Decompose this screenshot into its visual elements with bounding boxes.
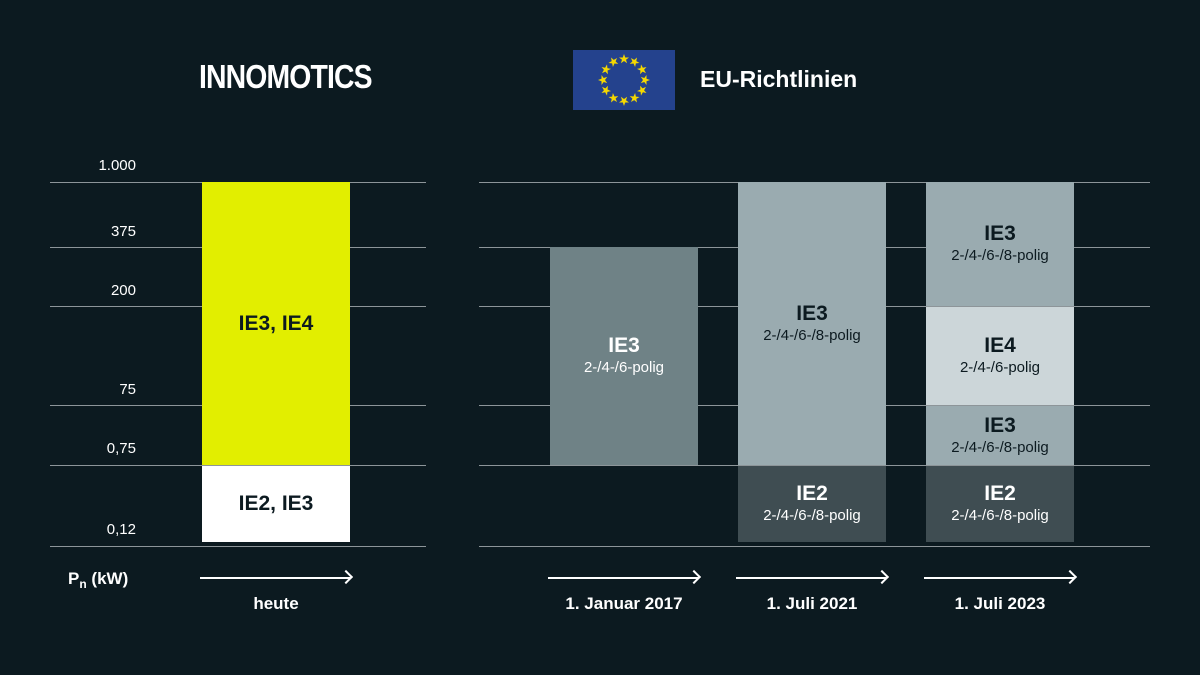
- bar-main-label: IE3: [608, 334, 640, 357]
- innomotics-logo: INNOMOTICS: [199, 58, 373, 95]
- bar-main-label: IE4: [984, 334, 1016, 357]
- arrow-right-icon: [924, 577, 1074, 579]
- period-label-2021: 1. Juli 2021: [766, 594, 858, 613]
- bar-2023-ie4: IE4 2-/4-/6-polig: [926, 307, 1074, 405]
- arrow-right-icon: [736, 577, 886, 579]
- y-label-0-12: 0,12: [106, 521, 136, 538]
- y-label-1000: 1.000: [98, 157, 136, 174]
- bar-main-label: IE3: [796, 301, 828, 325]
- y-label-0-75: 0,75: [106, 440, 136, 457]
- gridline: [479, 465, 1150, 466]
- gridline: [50, 546, 426, 547]
- arrow-right-icon: [200, 577, 350, 579]
- bar-2021-ie2: IE2 2-/4-/6-/8-polig: [738, 466, 886, 542]
- bar-sub-label: 2-/4-/6-/8-polig: [763, 507, 861, 524]
- y-label-200: 200: [110, 282, 136, 299]
- gridline: [479, 546, 1150, 547]
- bar-main-label: IE2, IE3: [238, 492, 314, 515]
- bar-heute-ie2-ie3: IE2, IE3: [202, 466, 350, 542]
- bar-heute-ie3-ie4: IE3, IE4: [202, 182, 350, 465]
- bar-sub-label: 2-/4-/6-/8-polig: [951, 247, 1049, 264]
- gridline: [50, 465, 426, 466]
- eu-flag-icon: [573, 50, 675, 110]
- bar-2023-ie3-lower: IE3 2-/4-/6-/8-polig: [926, 406, 1074, 465]
- period-label-heute: heute: [253, 594, 299, 613]
- bar-sub-label: 2-/4-/6-/8-polig: [951, 438, 1049, 456]
- bar-main-label: IE3, IE4: [238, 311, 314, 335]
- bar-2021-ie3: IE3 2-/4-/6-/8-polig: [738, 182, 886, 465]
- period-label-2023: 1. Juli 2023: [954, 594, 1046, 613]
- bar-sub-label: 2-/4-/6-polig: [959, 359, 1041, 376]
- eu-directives-title: EU-Richtlinien: [700, 66, 858, 92]
- bar-2023-ie2: IE2 2-/4-/6-/8-polig: [926, 466, 1074, 542]
- y-label-375: 375: [110, 223, 136, 240]
- bar-main-label: IE2: [984, 482, 1016, 505]
- bar-main-label: IE2: [796, 482, 828, 505]
- bar-sub-label: 2-/4-/6-/8-polig: [763, 326, 861, 344]
- arrow-right-icon: [548, 577, 698, 579]
- bar-sub-label: 2-/4-/6-polig: [583, 359, 665, 376]
- period-label-2017: 1. Januar 2017: [565, 594, 683, 613]
- y-label-75: 75: [119, 381, 136, 398]
- axis-title-power: Pn (kW): [68, 569, 129, 591]
- bar-sub-label: 2-/4-/6-/8-polig: [951, 507, 1049, 524]
- bar-main-label: IE3: [984, 222, 1016, 245]
- bar-2023-ie3-top: IE3 2-/4-/6-/8-polig: [926, 182, 1074, 306]
- bar-2017-ie3: IE3 2-/4-/6-polig: [550, 247, 698, 465]
- bar-main-label: IE3: [984, 413, 1016, 437]
